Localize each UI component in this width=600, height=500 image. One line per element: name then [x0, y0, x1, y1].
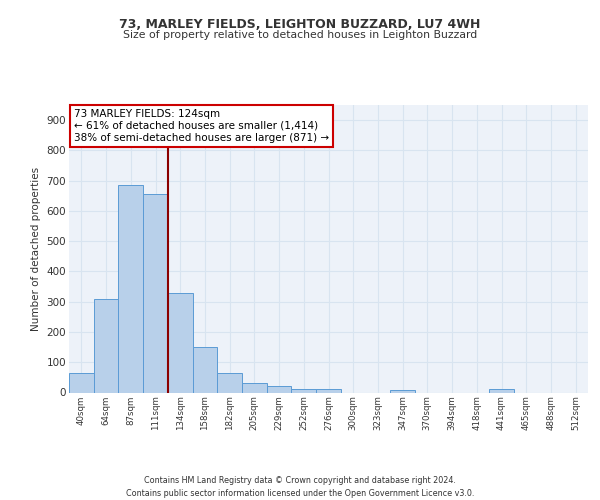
- Bar: [168, 293, 193, 392]
- Bar: [193, 346, 217, 393]
- Text: Contains HM Land Registry data © Crown copyright and database right 2024.
Contai: Contains HM Land Registry data © Crown c…: [126, 476, 474, 498]
- Bar: [69, 374, 94, 392]
- Bar: [217, 373, 242, 392]
- Bar: [316, 389, 341, 392]
- Text: 73, MARLEY FIELDS, LEIGHTON BUZZARD, LU7 4WH: 73, MARLEY FIELDS, LEIGHTON BUZZARD, LU7…: [119, 18, 481, 30]
- Bar: [94, 298, 118, 392]
- Y-axis label: Number of detached properties: Number of detached properties: [31, 166, 41, 331]
- Bar: [489, 390, 514, 392]
- Bar: [292, 389, 316, 392]
- Text: Size of property relative to detached houses in Leighton Buzzard: Size of property relative to detached ho…: [123, 30, 477, 40]
- Bar: [118, 185, 143, 392]
- Bar: [143, 194, 168, 392]
- Bar: [390, 390, 415, 392]
- Bar: [242, 384, 267, 392]
- Bar: [267, 386, 292, 392]
- Text: 73 MARLEY FIELDS: 124sqm
← 61% of detached houses are smaller (1,414)
38% of sem: 73 MARLEY FIELDS: 124sqm ← 61% of detach…: [74, 110, 329, 142]
